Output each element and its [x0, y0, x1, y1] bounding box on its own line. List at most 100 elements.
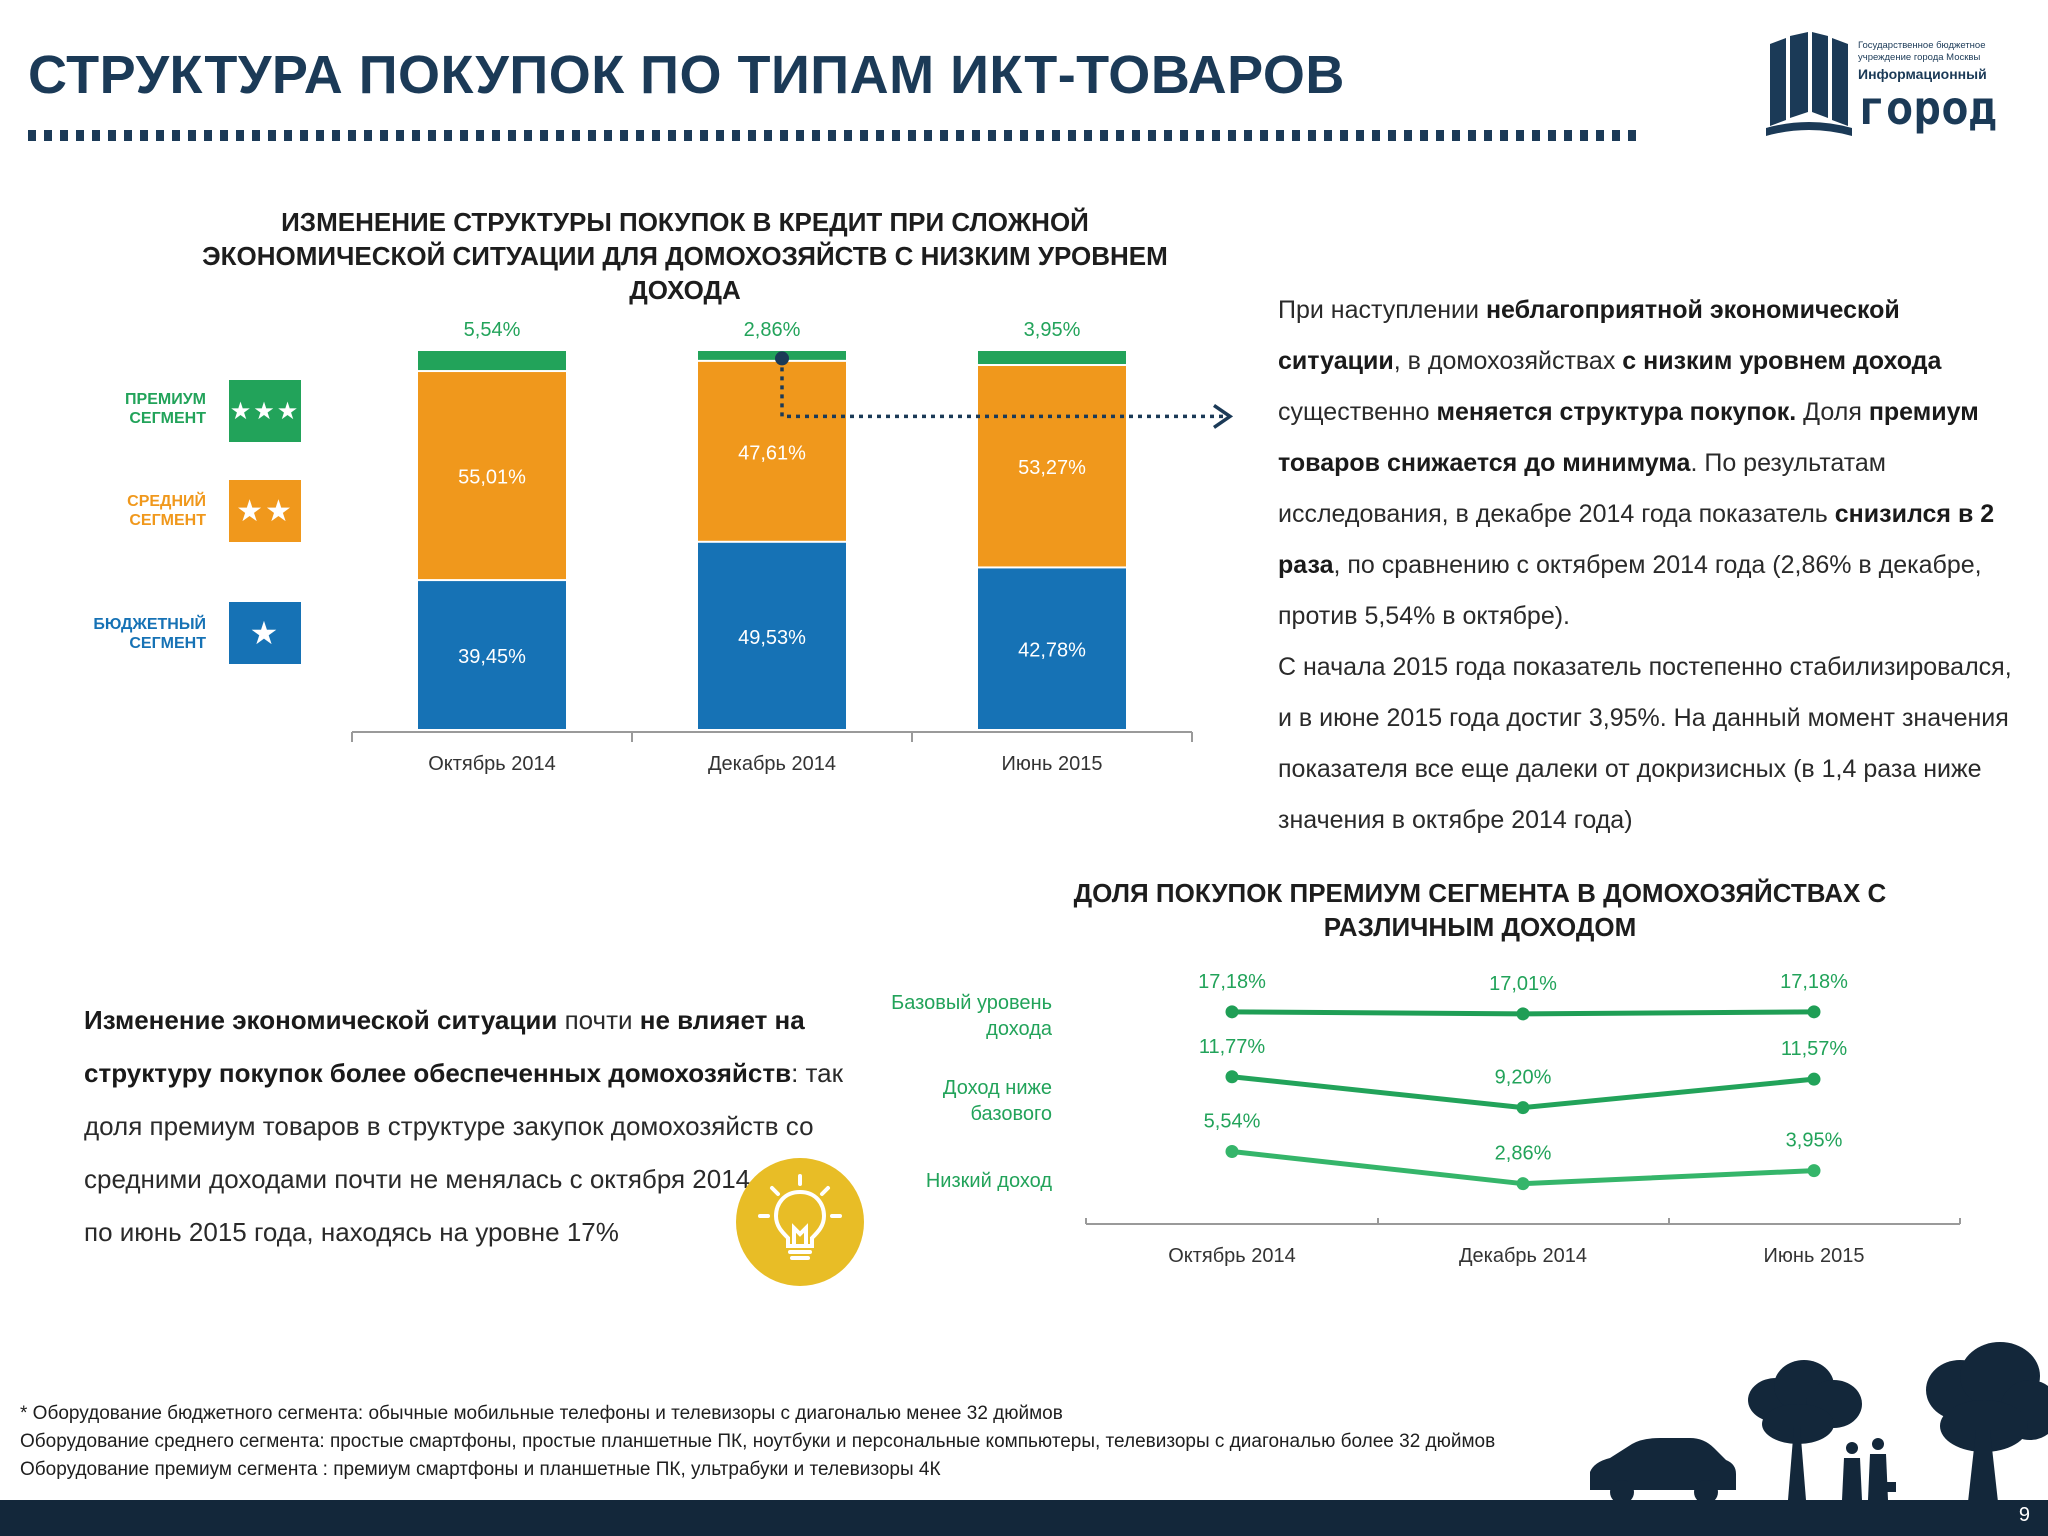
- car-icon: [1590, 1438, 1736, 1502]
- text-run: : так доля премиум товаров в структуре з…: [84, 1058, 843, 1247]
- series-label-line: Доход ниже: [942, 1077, 1052, 1099]
- data-label: 2,86%: [744, 319, 801, 341]
- text-emphasis: с низким уровнем дохода: [1622, 347, 1942, 375]
- text-run: , в домохозяйствах: [1393, 347, 1623, 375]
- right-description: При наступлении неблагоприятной экономич…: [1278, 285, 2028, 846]
- legend-label-line: ПРЕМИУМ: [125, 391, 206, 408]
- bar-segment: [978, 351, 1126, 365]
- data-point: [1807, 1072, 1821, 1086]
- chart1-title-line: ЭКОНОМИЧЕСКОЙ СИТУАЦИИ ДЛЯ ДОМОХОЗЯЙСТВ …: [202, 241, 1168, 305]
- series-label-base: Базовый уровень дохода: [852, 990, 1052, 1042]
- legend-label-middle: СРЕДНИЙ СЕГМЕНТ: [56, 492, 206, 530]
- bar-segment: [978, 366, 1126, 567]
- callout-line: [780, 358, 1228, 419]
- data-label: 2,86%: [1495, 1143, 1552, 1165]
- text-run: . По результатам исследования, в декабре…: [1278, 449, 1886, 528]
- category-label: Июнь 2015: [1764, 1245, 1865, 1267]
- text-run: С начала 2015 года показатель постепенно…: [1278, 653, 2012, 834]
- data-label: 11,77%: [1199, 1036, 1266, 1058]
- chart1-title-line: ИЗМЕНЕНИЕ СТРУКТУРЫ ПОКУПОК В КРЕДИТ ПРИ…: [281, 207, 1089, 237]
- bar-segment: [698, 351, 846, 360]
- logo-line1: Информационный: [1858, 66, 1987, 82]
- logo: Государственное бюджетное учреждение гор…: [1766, 28, 2020, 146]
- legend-label-budget: БЮДЖЕТНЫЙ СЕГМЕНТ: [56, 615, 206, 653]
- legend-label-line: СРЕДНИЙ: [127, 493, 206, 510]
- logo-line2: город: [1858, 81, 1997, 135]
- text-emphasis: не влияет на структуру покупок более обе…: [84, 1005, 805, 1088]
- legend-box-budget: ★: [229, 602, 301, 664]
- left-description: Изменение экономической ситуации почти н…: [84, 994, 844, 1259]
- data-label: 5,54%: [464, 319, 521, 341]
- category-label: Декабрь 2014: [708, 753, 836, 775]
- data-label: 55,01%: [458, 467, 526, 489]
- chart2-title: ДОЛЯ ПОКУПОК ПРЕМИУМ СЕГМЕНТА В ДОМОХОЗЯ…: [1060, 876, 1900, 944]
- data-point: [1516, 1007, 1530, 1021]
- series-label-below-base: Доход ниже базового: [852, 1075, 1052, 1127]
- text-emphasis: снизился в 2 раза: [1278, 500, 1995, 579]
- category-label: Октябрь 2014: [428, 753, 556, 775]
- arrow-head-icon: [1213, 403, 1234, 429]
- text-emphasis: меняется структура покупок.: [1436, 398, 1797, 426]
- data-label: 17,01%: [1489, 973, 1557, 995]
- stacked-bar-chart: 39,45% 55,01% 5,54% Октябрь 2014 49,53% 47,61…: [351, 319, 1234, 775]
- series-label-low: Низкий доход: [852, 1168, 1052, 1194]
- chart2-title-line: ДОЛЯ ПОКУПОК ПРЕМИУМ СЕГМЕНТА В ДОМОХОЗЯ…: [1073, 878, 1887, 908]
- bottom-bar: [0, 1500, 2048, 1536]
- text-run: , по сравнению с октябрем 2014 года (2,8…: [1278, 551, 1982, 630]
- legend-label-line: СЕГМЕНТ: [129, 512, 206, 529]
- callout-dot: [775, 351, 789, 366]
- bar-segment: [698, 361, 846, 541]
- legend-box-middle: ★★: [229, 480, 301, 542]
- data-label: 9,20%: [1495, 1067, 1552, 1089]
- data-label: 3,95%: [1786, 1130, 1843, 1152]
- series-label-line: Базовый уровень: [891, 992, 1052, 1014]
- series-label-line: базового: [970, 1103, 1052, 1125]
- data-point: [1225, 1145, 1239, 1159]
- footnote: * Оборудование бюджетного сегмента: обыч…: [20, 1403, 1063, 1424]
- category-label: Декабрь 2014: [1459, 1245, 1587, 1267]
- legend-label-premium: ПРЕМИУМ СЕГМЕНТ: [56, 390, 206, 428]
- title-divider: [28, 130, 1640, 141]
- data-label: 39,45%: [458, 646, 526, 668]
- data-label: 17,18%: [1780, 971, 1848, 993]
- line-chart: 17,18% 17,01% 17,18% 11,77% 9,20% 11,57% 5,54%…: [1085, 971, 1961, 1267]
- data-label: 3,95%: [1024, 319, 1081, 341]
- bar-segment: [978, 568, 1126, 729]
- category-label: Октябрь 2014: [1168, 1245, 1296, 1267]
- chart2-title-line: РАЗЛИЧНЫМ ДОХОДОМ: [1323, 912, 1637, 942]
- three-stars-icon: ★★★: [229, 397, 301, 425]
- logo-subtitle: Государственное бюджетное учреждение гор…: [1858, 40, 1986, 64]
- logo-subtitle-line: Государственное бюджетное: [1858, 40, 1986, 51]
- tree-icon: [1748, 1360, 1862, 1500]
- data-label: 47,61%: [738, 442, 806, 464]
- star-icon: ★: [249, 615, 281, 651]
- footnote: Оборудование премиум сегмента : премиум …: [20, 1459, 941, 1480]
- tree-icon: [1926, 1342, 2048, 1502]
- legend-label-line: БЮДЖЕТНЫЙ: [93, 616, 206, 633]
- text-run: почти: [557, 1005, 640, 1035]
- page-number: 9: [2018, 1504, 2030, 1526]
- legend-label-line: СЕГМЕНТ: [129, 410, 206, 427]
- data-label: 53,27%: [1018, 457, 1086, 479]
- data-point: [1516, 1101, 1530, 1115]
- logo-subtitle-line: учреждение города Москвы: [1858, 52, 1981, 63]
- people-icon: [1842, 1438, 1896, 1500]
- series-label-line: Низкий доход: [925, 1170, 1052, 1192]
- book-logo-icon: [1766, 32, 1852, 136]
- text-run: существенно: [1278, 398, 1437, 426]
- legend-label-line: СЕГМЕНТ: [129, 635, 206, 652]
- bar-segment: [698, 542, 846, 729]
- legend-box-premium: ★★★: [229, 380, 301, 442]
- data-point: [1807, 1164, 1821, 1178]
- two-stars-icon: ★★: [236, 494, 294, 528]
- city-silhouette-illustration: [1590, 1342, 2048, 1502]
- page-title: СТРУКТУРА ПОКУПОК ПО ТИПАМ ИКТ-ТОВАРОВ: [28, 45, 1345, 105]
- data-label: 5,54%: [1204, 1111, 1261, 1133]
- data-point: [1225, 1070, 1239, 1084]
- bar-segment: [418, 351, 566, 371]
- data-label: 17,18%: [1198, 971, 1266, 993]
- data-point: [1225, 1005, 1239, 1019]
- data-label: 49,53%: [738, 627, 806, 649]
- category-label: Июнь 2015: [1002, 753, 1103, 775]
- data-label: 11,57%: [1781, 1038, 1848, 1060]
